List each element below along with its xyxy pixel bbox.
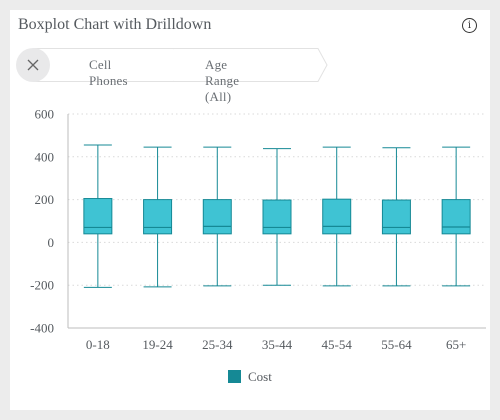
box [262,199,292,235]
breadcrumb-item-cell-phones[interactable]: Cell Phones [89,57,128,88]
legend-swatch [228,370,241,383]
y-tick-label: -400 [30,321,54,336]
x-tick-label: 35-44 [262,337,293,352]
chart-title: Boxplot Chart with Drilldown [18,16,212,33]
y-tick-label: 400 [35,149,55,164]
box [143,199,173,235]
info-icon[interactable]: i [462,18,477,33]
x-tick-label: 45-54 [322,337,353,352]
x-tick-label: 55-64 [381,337,412,352]
x-tick-label: 65+ [446,337,466,352]
box [441,199,471,235]
close-icon [27,59,39,71]
x-tick-label: 25-34 [202,337,233,352]
y-tick-label: -200 [30,278,54,293]
breadcrumb-item-age-range[interactable]: Age Range (All) [205,57,240,104]
y-tick-label: 0 [48,235,55,250]
y-tick-label: 600 [35,107,55,122]
legend-label: Cost [248,369,272,384]
box [381,199,411,235]
y-tick-label: 200 [35,192,55,207]
x-tick-label: 19-24 [142,337,173,352]
x-tick-label: 0-18 [86,337,110,352]
box [322,198,352,235]
box [202,199,232,235]
close-button[interactable] [16,48,50,82]
chart-card: Boxplot Chart with Drilldown i Cell Phon… [10,10,490,410]
breadcrumb-background [33,48,328,82]
box [83,198,113,235]
boxplot-chart: 600 400 200 0 -200 -400 0-18 19-24 25-34 35-44 45-… [30,107,486,352]
